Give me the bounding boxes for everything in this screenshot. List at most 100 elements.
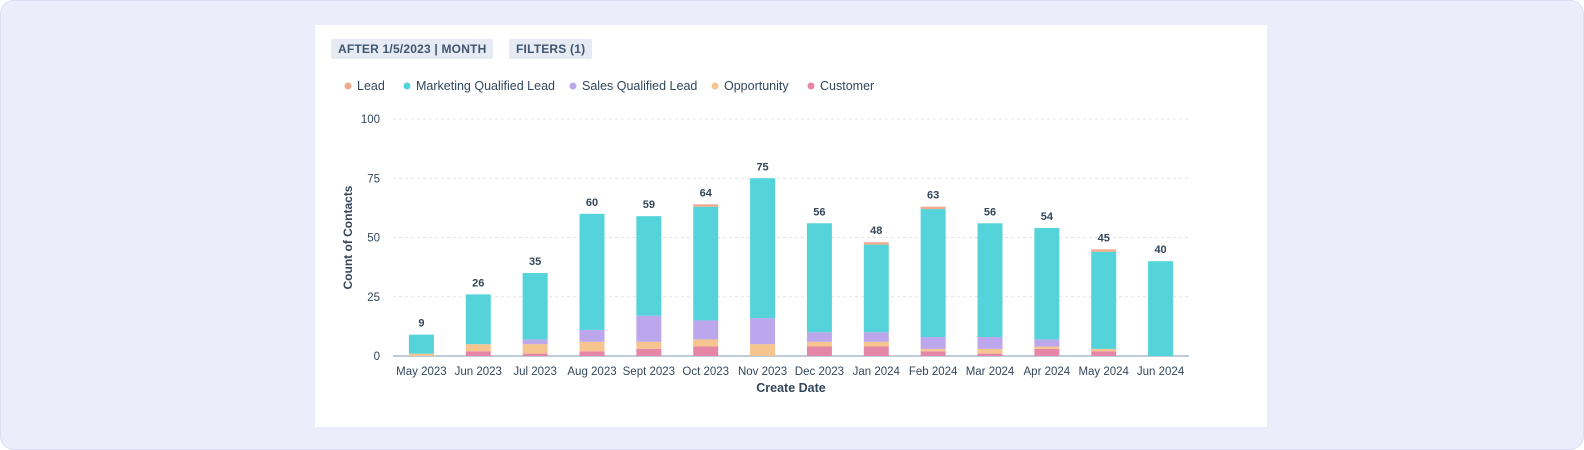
bar-segment-7-2[interactable] [806, 332, 832, 342]
bar-segment-3-0[interactable] [579, 351, 605, 356]
bar-segment-0-1[interactable] [408, 353, 434, 356]
bar-segment-2-0[interactable] [522, 353, 548, 356]
bar-segment-10-1[interactable] [977, 348, 1003, 354]
report-card: AFTER 1/5/2023 | MONTH FILTERS (1) Lead M… [315, 25, 1267, 427]
bar-segment-1-1[interactable] [465, 344, 491, 352]
bar-segment-10-3[interactable] [977, 223, 1003, 338]
data-label-0: 9 [418, 318, 424, 330]
bar-segment-10-0[interactable] [977, 353, 1003, 356]
bar-segment-2-1[interactable] [522, 344, 548, 354]
data-label-2: 35 [529, 256, 541, 268]
x-tick-label-7: Dec 2023 [795, 366, 844, 378]
legend-swatch-0[interactable] [344, 82, 352, 90]
bar-segment-8-4[interactable] [863, 242, 889, 245]
bar-segment-4-2[interactable] [636, 315, 662, 342]
bar-segment-5-4[interactable] [693, 204, 719, 207]
bar-segment-6-3[interactable] [750, 178, 776, 319]
bar-segment-6-1[interactable] [750, 344, 776, 356]
bar-segment-2-3[interactable] [522, 273, 548, 340]
x-tick-label-12: May 2024 [1078, 366, 1129, 378]
y-tick-label-2: 50 [367, 233, 380, 245]
bar-segment-11-1[interactable] [1034, 346, 1060, 349]
bar-segment-10-2[interactable] [977, 337, 1003, 349]
bar-segment-6-2[interactable] [750, 318, 776, 345]
bar-segment-4-0[interactable] [636, 348, 662, 356]
data-label-6: 75 [756, 161, 768, 173]
x-tick-label-1: Jun 2023 [455, 366, 502, 378]
bar-segment-0-3[interactable] [408, 334, 434, 354]
bar-segment-3-1[interactable] [579, 341, 605, 352]
date-range-filter-chip[interactable]: AFTER 1/5/2023 | MONTH [331, 39, 494, 59]
x-tick-label-6: Nov 2023 [738, 366, 787, 378]
bar-segment-2-2[interactable] [522, 339, 548, 345]
bar-segment-9-2[interactable] [920, 337, 946, 349]
data-label-10: 56 [984, 206, 996, 218]
x-tick-label-11: Apr 2024 [1024, 366, 1071, 378]
stacked-bar-chart: Lead Marketing Qualified Lead Sales Qualif… [341, 79, 1189, 395]
filters-chip[interactable]: FILTERS (1) [509, 39, 593, 59]
bar-segment-11-0[interactable] [1034, 348, 1060, 356]
x-tick-label-3: Aug 2023 [567, 366, 616, 378]
bar-segment-4-1[interactable] [636, 341, 662, 349]
bar-segment-1-3[interactable] [465, 294, 491, 345]
data-label-13: 40 [1154, 244, 1166, 256]
x-tick-label-13: Jun 2024 [1137, 366, 1185, 378]
bar-segment-5-3[interactable] [693, 206, 719, 321]
x-tick-label-8: Jan 2024 [853, 366, 901, 378]
legend-swatch-1[interactable] [403, 82, 411, 90]
data-label-4: 59 [643, 199, 655, 211]
x-tick-label-10: Mar 2024 [966, 366, 1015, 378]
bar-segment-12-0[interactable] [1091, 351, 1117, 356]
x-tick-label-5: Oct 2023 [682, 366, 729, 378]
bar-segment-3-2[interactable] [579, 329, 605, 342]
y-tick-label-0: 0 [374, 351, 380, 363]
legend-label-2[interactable]: Sales Qualified Lead [582, 79, 697, 93]
bar-segment-5-1[interactable] [693, 339, 719, 347]
bar-segment-3-3[interactable] [579, 213, 605, 330]
bar-segment-9-1[interactable] [920, 348, 946, 352]
legend-swatch-4[interactable] [807, 82, 815, 90]
bar-segment-7-3[interactable] [806, 223, 832, 333]
legend-label-3[interactable]: Opportunity [724, 79, 789, 93]
y-tick-label-3: 75 [367, 173, 380, 185]
data-label-5: 64 [700, 187, 713, 199]
bar-segment-9-0[interactable] [920, 351, 946, 356]
bar-segment-5-2[interactable] [693, 320, 719, 340]
legend-swatch-3[interactable] [711, 82, 719, 90]
bar-segment-9-4[interactable] [920, 206, 946, 210]
bar-segment-5-0[interactable] [693, 346, 719, 356]
legend-label-4[interactable]: Customer [820, 79, 874, 93]
bar-segment-9-3[interactable] [920, 209, 946, 338]
x-tick-label-9: Feb 2024 [909, 366, 958, 378]
data-label-7: 56 [813, 206, 825, 218]
bar-segment-8-3[interactable] [863, 244, 889, 333]
bar-segment-7-0[interactable] [806, 346, 832, 356]
bar-segment-11-3[interactable] [1034, 228, 1060, 340]
legend-label-1[interactable]: Marketing Qualified Lead [416, 79, 555, 93]
legend-swatch-2[interactable] [569, 82, 577, 90]
bar-segment-12-4[interactable] [1091, 249, 1117, 252]
bar-segment-1-0[interactable] [465, 351, 491, 356]
data-label-9: 63 [927, 190, 939, 202]
x-tick-label-2: Jul 2023 [513, 366, 556, 378]
legend-label-0[interactable]: Lead [357, 79, 385, 93]
y-tick-label-4: 100 [361, 114, 380, 126]
x-tick-label-0: May 2023 [396, 366, 447, 378]
bar-segment-13-3[interactable] [1148, 261, 1174, 356]
bar-segment-11-2[interactable] [1034, 339, 1060, 347]
y-tick-label-1: 25 [367, 292, 380, 304]
bar-segment-8-2[interactable] [863, 332, 889, 342]
bar-segment-7-1[interactable] [806, 341, 832, 347]
data-label-8: 48 [870, 225, 882, 237]
bar-segment-4-3[interactable] [636, 216, 662, 316]
data-label-3: 60 [586, 197, 598, 209]
bar-segment-12-1[interactable] [1091, 348, 1117, 352]
bar-segment-8-0[interactable] [863, 346, 889, 356]
bar-segment-12-3[interactable] [1091, 251, 1117, 349]
data-label-12: 45 [1098, 232, 1110, 244]
data-label-1: 26 [472, 277, 484, 289]
y-axis-title: Count of Contacts [341, 185, 355, 289]
bar-segment-8-1[interactable] [863, 341, 889, 347]
x-axis-title: Create Date [756, 381, 826, 395]
